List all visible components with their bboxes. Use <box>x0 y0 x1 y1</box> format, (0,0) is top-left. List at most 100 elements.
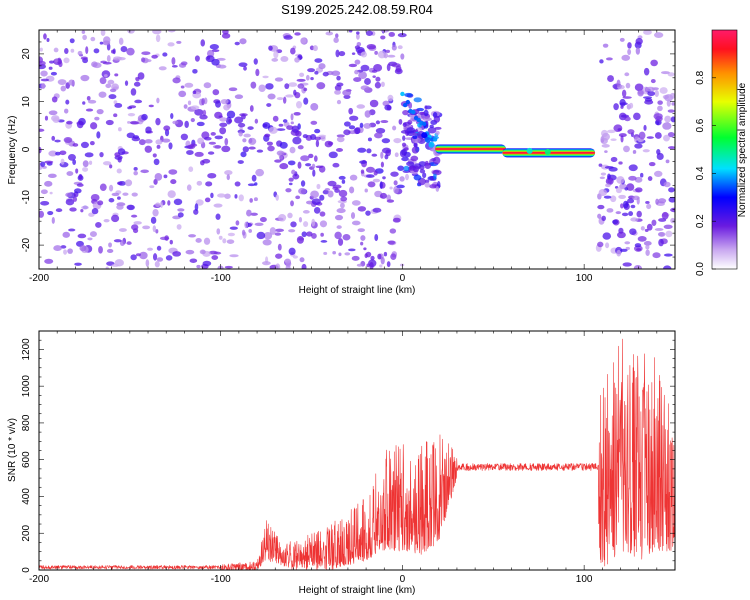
spectrogram-cell <box>382 176 386 180</box>
spectrogram-cell <box>630 204 636 209</box>
spectrogram-cell <box>165 255 173 261</box>
figure-title: S199.2025.242.08.59.R04 <box>281 2 433 17</box>
spectrogram-cell <box>78 173 83 180</box>
spectrogram-cell <box>172 77 181 84</box>
spectrogram-cell <box>133 166 138 171</box>
spectrogram-cell <box>161 138 171 143</box>
spectrogram-cell <box>644 228 649 233</box>
spectrogram-cell <box>645 244 650 250</box>
spectrogram-cell <box>647 91 656 97</box>
spectrogram-cell <box>356 104 366 109</box>
spectrogram-cell <box>234 116 244 124</box>
spectrogram-cell <box>601 215 606 222</box>
spectrogram-cell <box>606 208 614 213</box>
spectrogram-cell <box>39 60 46 66</box>
spectrogram-cell <box>275 194 279 201</box>
spectrogram-cell <box>654 132 662 139</box>
spectrogram-cell <box>648 162 656 167</box>
snr-y-label: SNR (10 * v/v) <box>7 418 18 482</box>
spectrogram-cell <box>398 118 403 125</box>
spectrogram-cell <box>195 199 204 206</box>
spectrogram-cell <box>383 251 388 257</box>
spectrogram-cell <box>598 163 603 167</box>
spectrogram-cell <box>607 75 614 82</box>
spectrogram-cell <box>381 138 391 144</box>
spectrogram-cell <box>256 231 266 240</box>
spectrogram-cell <box>424 105 432 110</box>
spectrogram-cell <box>643 30 652 35</box>
spectrogram-cell <box>48 150 58 157</box>
spectrogram-cell <box>366 174 375 178</box>
spectrogram-cell <box>176 40 182 44</box>
spectrogram-cell <box>69 38 75 44</box>
spectrogram-cell <box>211 49 220 53</box>
spectrogram-cell <box>82 160 89 168</box>
spectrogram-cell <box>389 186 393 190</box>
spectrogram-cell <box>282 119 288 123</box>
spectrogram-cell <box>278 123 284 127</box>
colorbar-ticks: 0.0 0.2 0.4 0.6 0.8 <box>695 70 716 276</box>
spectrogram-cell <box>111 263 120 267</box>
spectrogram-cell <box>318 63 326 70</box>
spectrogram-cell <box>351 220 361 226</box>
spectrogram-cell <box>380 35 386 40</box>
spectrogram-cell <box>242 146 249 153</box>
spectrogram-cell <box>55 151 61 156</box>
spectrogram-cell <box>311 198 321 206</box>
spectrogram-cell <box>139 251 148 260</box>
spectrogram-cell <box>190 118 195 123</box>
spectrogram-cell <box>85 46 89 54</box>
spectrogram-cell <box>103 36 111 44</box>
spectrogram-cell <box>380 257 385 265</box>
spectrogram-cell <box>526 147 533 154</box>
spectrogram-cell <box>169 239 173 245</box>
spectrogram-cell <box>380 30 390 33</box>
spectrogram-cell <box>335 49 340 58</box>
spectrogram-cell <box>54 58 59 63</box>
snr-y-tick-label: 200 <box>21 524 32 541</box>
spectrogram-cell <box>625 246 630 251</box>
spectrogram-cell <box>623 145 630 153</box>
spectrogram-cell <box>60 85 67 92</box>
spectrogram-x-tick-label: 0 <box>400 273 406 284</box>
spectrogram-cell <box>619 98 626 107</box>
spectrogram-cell <box>305 200 314 205</box>
spectrogram-cell <box>634 243 642 248</box>
spectrogram-cell <box>374 132 383 139</box>
spectrogram-cell <box>72 159 77 165</box>
spectrogram-cell <box>315 165 324 169</box>
spectrogram-cell <box>293 111 301 116</box>
spectrogram-cell <box>140 57 146 63</box>
spectrogram-cell <box>435 130 440 135</box>
spectrogram-cell <box>238 62 248 67</box>
spectrogram-cell <box>195 238 202 243</box>
spectrogram-cell <box>610 138 617 142</box>
spectrogram-cell <box>50 71 57 76</box>
spectrogram-cell <box>275 253 283 259</box>
spectrogram-cell <box>386 63 391 72</box>
spectrogram-cell <box>137 72 145 80</box>
spectrogram-cell <box>203 237 211 245</box>
spectrogram-cell <box>627 48 632 56</box>
spectrogram-cell <box>613 103 619 111</box>
spectrogram-cell <box>629 102 634 109</box>
spectrogram-cell <box>374 81 381 89</box>
spectrogram-cell <box>65 198 75 206</box>
spectrogram-cell <box>248 146 256 150</box>
spectrogram-cell <box>663 265 672 269</box>
spectrogram-cell <box>65 99 70 105</box>
spectrogram-cell <box>94 116 100 121</box>
spectrogram-cell <box>116 168 122 174</box>
spectrogram-cell <box>344 252 351 256</box>
spectrogram-cell <box>607 173 611 180</box>
spectrogram-cell <box>666 99 671 107</box>
spectrogram-cell <box>144 145 153 153</box>
spectrogram-cell <box>268 45 273 51</box>
spectrogram-cell <box>54 139 61 143</box>
spectrogram-cell <box>618 133 627 138</box>
spectrogram-cell <box>627 42 632 49</box>
spectrogram-cell <box>220 98 229 105</box>
spectrogram-cell <box>105 119 114 126</box>
spectrogram-cell <box>216 57 226 61</box>
spectrogram-cell <box>615 187 622 194</box>
